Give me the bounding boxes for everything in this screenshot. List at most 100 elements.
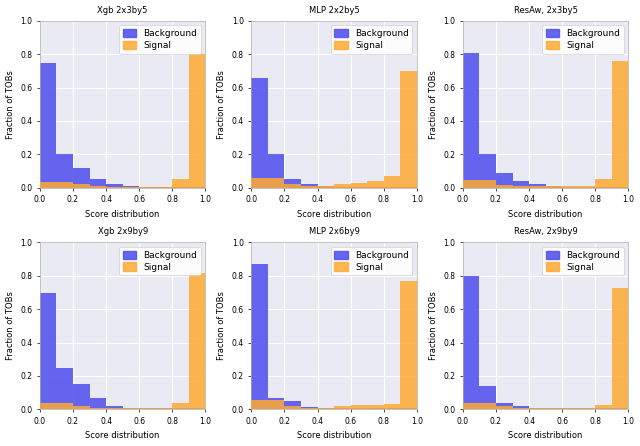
Title: MLP 2x2by5: MLP 2x2by5: [308, 5, 360, 15]
Bar: [268, 397, 284, 409]
X-axis label: Score distribution: Score distribution: [297, 431, 371, 441]
Bar: [463, 53, 479, 188]
Bar: [612, 288, 628, 409]
Bar: [334, 187, 351, 188]
Bar: [56, 368, 73, 409]
X-axis label: Score distribution: Score distribution: [508, 431, 583, 441]
Bar: [496, 403, 513, 409]
Title: Xgb 2x9by9: Xgb 2x9by9: [97, 227, 148, 236]
Title: ResAw, 2x3by5: ResAw, 2x3by5: [514, 5, 577, 15]
Bar: [90, 408, 106, 409]
Bar: [401, 187, 417, 188]
Bar: [513, 181, 529, 188]
Y-axis label: Fraction of TOBs: Fraction of TOBs: [6, 291, 15, 360]
Bar: [172, 403, 189, 409]
Bar: [40, 404, 56, 409]
Bar: [284, 401, 301, 409]
Bar: [73, 168, 90, 188]
Bar: [317, 408, 334, 409]
Bar: [284, 406, 301, 409]
Bar: [140, 187, 156, 188]
Bar: [479, 386, 496, 409]
Bar: [301, 184, 317, 188]
Bar: [252, 178, 268, 188]
Y-axis label: Fraction of TOBs: Fraction of TOBs: [429, 70, 438, 139]
Bar: [401, 281, 417, 409]
Bar: [546, 186, 562, 188]
X-axis label: Score distribution: Score distribution: [86, 431, 160, 441]
Legend: Background, Signal: Background, Signal: [119, 25, 201, 54]
Bar: [529, 186, 546, 188]
Bar: [513, 406, 529, 409]
X-axis label: Score distribution: Score distribution: [297, 210, 371, 219]
Bar: [123, 186, 140, 188]
Bar: [513, 186, 529, 188]
Bar: [367, 187, 384, 188]
Y-axis label: Fraction of TOBs: Fraction of TOBs: [429, 291, 438, 360]
Bar: [189, 273, 205, 409]
Bar: [172, 179, 189, 188]
Bar: [579, 408, 595, 409]
Bar: [252, 78, 268, 188]
Bar: [334, 184, 351, 188]
Bar: [479, 180, 496, 188]
Bar: [479, 154, 496, 188]
Bar: [268, 178, 284, 188]
Bar: [73, 406, 90, 409]
Bar: [351, 182, 367, 188]
Legend: Background, Signal: Background, Signal: [542, 247, 624, 275]
Bar: [351, 187, 367, 188]
Bar: [384, 404, 401, 409]
Bar: [252, 264, 268, 409]
Bar: [189, 54, 205, 188]
Legend: Background, Signal: Background, Signal: [542, 25, 624, 54]
Bar: [351, 405, 367, 409]
Title: ResAw, 2x9by9: ResAw, 2x9by9: [514, 227, 577, 236]
Bar: [268, 154, 284, 188]
Bar: [595, 179, 612, 188]
Bar: [463, 180, 479, 188]
Bar: [123, 408, 140, 409]
Bar: [56, 154, 73, 188]
Bar: [384, 176, 401, 188]
Bar: [367, 181, 384, 188]
Bar: [529, 184, 546, 188]
Bar: [562, 408, 579, 409]
Bar: [56, 404, 73, 409]
Legend: Background, Signal: Background, Signal: [331, 247, 412, 275]
Bar: [579, 187, 595, 188]
Bar: [529, 408, 546, 409]
Bar: [40, 293, 56, 409]
Bar: [90, 186, 106, 188]
Bar: [268, 400, 284, 409]
Legend: Background, Signal: Background, Signal: [119, 247, 201, 275]
Bar: [579, 186, 595, 188]
Y-axis label: Fraction of TOBs: Fraction of TOBs: [217, 291, 226, 360]
Bar: [73, 184, 90, 188]
Bar: [317, 186, 334, 188]
Bar: [513, 408, 529, 409]
Bar: [106, 184, 123, 188]
Bar: [546, 408, 562, 409]
Bar: [40, 62, 56, 188]
Bar: [546, 186, 562, 188]
Bar: [496, 406, 513, 409]
Bar: [595, 187, 612, 188]
Bar: [56, 182, 73, 188]
Bar: [189, 187, 205, 188]
Legend: Background, Signal: Background, Signal: [331, 25, 412, 54]
Bar: [463, 403, 479, 409]
Bar: [172, 187, 189, 188]
Bar: [73, 384, 90, 409]
Bar: [496, 173, 513, 188]
Bar: [301, 408, 317, 409]
Bar: [106, 406, 123, 409]
X-axis label: Score distribution: Score distribution: [508, 210, 583, 219]
X-axis label: Score distribution: Score distribution: [86, 210, 160, 219]
Bar: [252, 400, 268, 409]
Y-axis label: Fraction of TOBs: Fraction of TOBs: [217, 70, 226, 139]
Bar: [496, 185, 513, 188]
Bar: [334, 406, 351, 409]
Bar: [284, 179, 301, 188]
Bar: [367, 405, 384, 409]
